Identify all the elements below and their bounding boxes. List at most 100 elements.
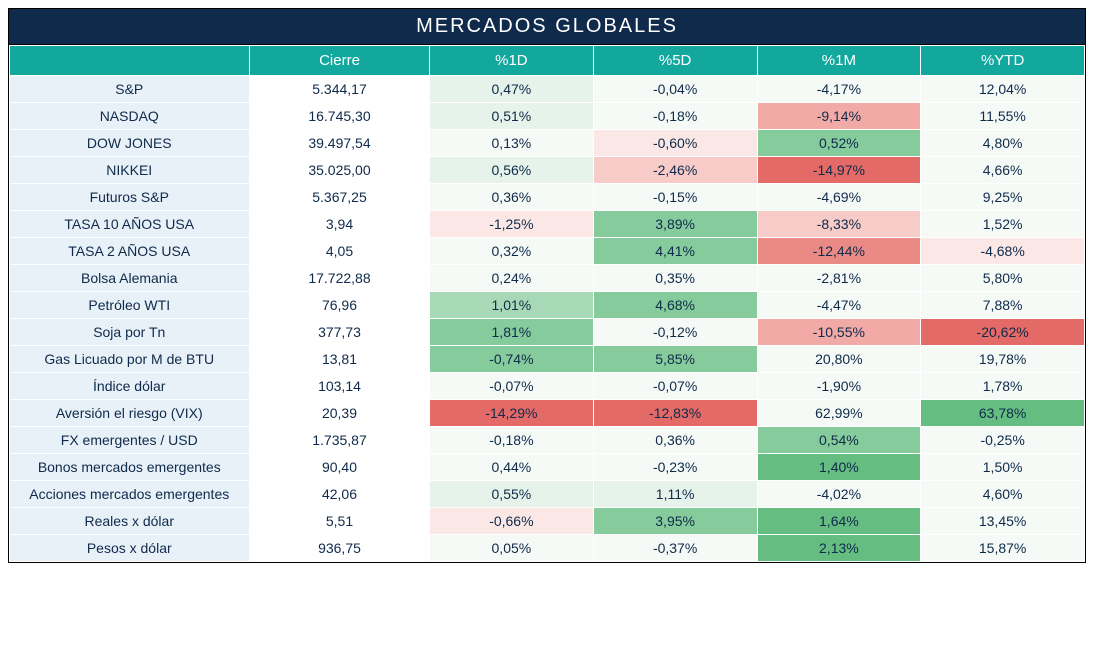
row-1m: -4,69% (757, 184, 921, 211)
row-ytd: 9,25% (921, 184, 1085, 211)
row-ytd: 15,87% (921, 535, 1085, 562)
row-1m: 20,80% (757, 346, 921, 373)
row-1d: -0,18% (430, 427, 594, 454)
row-1m: -4,02% (757, 481, 921, 508)
row-ytd: 4,66% (921, 157, 1085, 184)
row-1m: -2,81% (757, 265, 921, 292)
row-5d: -0,60% (593, 130, 757, 157)
row-1d: -0,07% (430, 373, 594, 400)
row-1m: -14,97% (757, 157, 921, 184)
row-cierre: 17.722,88 (250, 265, 430, 292)
row-1d: 0,13% (430, 130, 594, 157)
col-1d: %1D (430, 46, 594, 76)
row-1m: 62,99% (757, 400, 921, 427)
row-5d: 3,89% (593, 211, 757, 238)
row-ytd: 19,78% (921, 346, 1085, 373)
table-row: Gas Licuado por M de BTU13,81-0,74%5,85%… (10, 346, 1085, 373)
panel-title: MERCADOS GLOBALES (9, 9, 1085, 45)
row-name: Petróleo WTI (10, 292, 250, 319)
col-name (10, 46, 250, 76)
markets-table: Cierre %1D %5D %1M %YTD S&P5.344,170,47%… (9, 45, 1085, 562)
table-row: Petróleo WTI76,961,01%4,68%-4,47%7,88% (10, 292, 1085, 319)
row-name: NIKKEI (10, 157, 250, 184)
row-1m: -12,44% (757, 238, 921, 265)
row-1m: 0,52% (757, 130, 921, 157)
table-row: Acciones mercados emergentes42,060,55%1,… (10, 481, 1085, 508)
row-cierre: 90,40 (250, 454, 430, 481)
row-ytd: 13,45% (921, 508, 1085, 535)
row-name: TASA 2 AÑOS USA (10, 238, 250, 265)
row-1d: 0,47% (430, 76, 594, 103)
table-row: Bolsa Alemania17.722,880,24%0,35%-2,81%5… (10, 265, 1085, 292)
header-row: Cierre %1D %5D %1M %YTD (10, 46, 1085, 76)
row-1d: -0,66% (430, 508, 594, 535)
row-ytd: 63,78% (921, 400, 1085, 427)
row-ytd: 7,88% (921, 292, 1085, 319)
row-5d: 4,41% (593, 238, 757, 265)
row-1m: 1,40% (757, 454, 921, 481)
row-ytd: 1,78% (921, 373, 1085, 400)
row-ytd: -0,25% (921, 427, 1085, 454)
row-name: Gas Licuado por M de BTU (10, 346, 250, 373)
row-cierre: 377,73 (250, 319, 430, 346)
row-ytd: 4,60% (921, 481, 1085, 508)
row-1d: 0,32% (430, 238, 594, 265)
row-name: Bonos mercados emergentes (10, 454, 250, 481)
row-5d: -0,04% (593, 76, 757, 103)
row-5d: 4,68% (593, 292, 757, 319)
row-cierre: 5.367,25 (250, 184, 430, 211)
row-name: Índice dólar (10, 373, 250, 400)
table-body: S&P5.344,170,47%-0,04%-4,17%12,04%NASDAQ… (10, 76, 1085, 562)
row-1d: -14,29% (430, 400, 594, 427)
global-markets-panel: MERCADOS GLOBALES Cierre %1D %5D %1M %YT… (8, 8, 1086, 563)
row-name: Aversión el riesgo (VIX) (10, 400, 250, 427)
row-1d: 0,44% (430, 454, 594, 481)
row-5d: -0,18% (593, 103, 757, 130)
row-name: Bolsa Alemania (10, 265, 250, 292)
row-cierre: 1.735,87 (250, 427, 430, 454)
row-name: Soja por Tn (10, 319, 250, 346)
row-5d: -12,83% (593, 400, 757, 427)
table-row: S&P5.344,170,47%-0,04%-4,17%12,04% (10, 76, 1085, 103)
table-row: DOW JONES39.497,540,13%-0,60%0,52%4,80% (10, 130, 1085, 157)
row-5d: 0,36% (593, 427, 757, 454)
row-1d: 0,24% (430, 265, 594, 292)
row-cierre: 20,39 (250, 400, 430, 427)
row-cierre: 4,05 (250, 238, 430, 265)
row-ytd: 5,80% (921, 265, 1085, 292)
table-row: Pesos x dólar936,750,05%-0,37%2,13%15,87… (10, 535, 1085, 562)
row-1m: -9,14% (757, 103, 921, 130)
row-5d: -0,07% (593, 373, 757, 400)
table-row: Índice dólar103,14-0,07%-0,07%-1,90%1,78… (10, 373, 1085, 400)
row-cierre: 35.025,00 (250, 157, 430, 184)
row-1d: 0,36% (430, 184, 594, 211)
table-row: NIKKEI35.025,000,56%-2,46%-14,97%4,66% (10, 157, 1085, 184)
row-ytd: 4,80% (921, 130, 1085, 157)
row-cierre: 39.497,54 (250, 130, 430, 157)
row-cierre: 3,94 (250, 211, 430, 238)
row-cierre: 13,81 (250, 346, 430, 373)
row-ytd: 12,04% (921, 76, 1085, 103)
row-1m: -10,55% (757, 319, 921, 346)
row-1m: -8,33% (757, 211, 921, 238)
row-ytd: 1,52% (921, 211, 1085, 238)
row-1d: 1,81% (430, 319, 594, 346)
row-cierre: 936,75 (250, 535, 430, 562)
table-row: TASA 2 AÑOS USA4,050,32%4,41%-12,44%-4,6… (10, 238, 1085, 265)
row-5d: 5,85% (593, 346, 757, 373)
row-5d: -0,37% (593, 535, 757, 562)
row-1d: 0,56% (430, 157, 594, 184)
row-ytd: -4,68% (921, 238, 1085, 265)
row-ytd: 1,50% (921, 454, 1085, 481)
row-name: TASA 10 AÑOS USA (10, 211, 250, 238)
col-cierre: Cierre (250, 46, 430, 76)
row-name: Acciones mercados emergentes (10, 481, 250, 508)
col-5d: %5D (593, 46, 757, 76)
row-5d: -2,46% (593, 157, 757, 184)
row-1m: 2,13% (757, 535, 921, 562)
row-1d: -1,25% (430, 211, 594, 238)
row-cierre: 16.745,30 (250, 103, 430, 130)
row-name: S&P (10, 76, 250, 103)
table-row: Soja por Tn377,731,81%-0,12%-10,55%-20,6… (10, 319, 1085, 346)
row-cierre: 5,51 (250, 508, 430, 535)
